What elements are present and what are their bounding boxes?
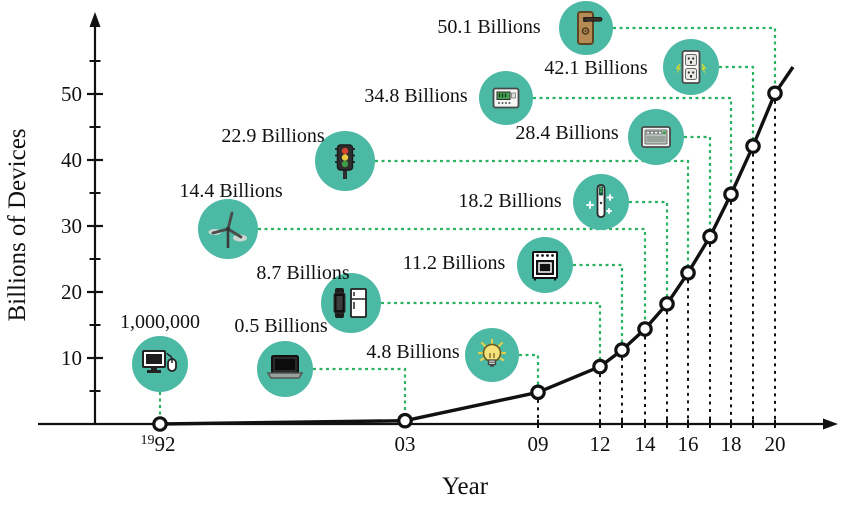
x-tick-label: 20 <box>765 432 786 456</box>
connector-line <box>375 159 690 273</box>
connector-line <box>719 65 755 147</box>
chart-generated-content: 10 20 30 40 50 1992 03 09 12 14 16 18 20 1,000,000 0.5… <box>38 1 838 456</box>
y-tick-label: 10 <box>61 346 82 370</box>
door-lock-icon <box>559 1 613 55</box>
annotation-label: 4.8 Billions <box>366 341 460 363</box>
connector-line <box>313 367 407 421</box>
y-tick-label: 20 <box>61 280 82 304</box>
data-point <box>592 358 608 375</box>
annotation-label: 18.2 Billions <box>458 190 562 212</box>
x-tick-label: 18 <box>721 432 742 456</box>
data-point <box>530 384 546 401</box>
data-point <box>767 85 783 102</box>
y-tick-label: 40 <box>61 148 82 172</box>
x-axis-title: Year <box>442 473 489 500</box>
annotation-label: 8.7 Billions <box>256 262 350 284</box>
annotation-label: 14.4 Billions <box>179 180 283 202</box>
x-ticks: 1992 03 09 12 14 16 18 20 <box>141 419 786 456</box>
radiator-heater-icon <box>628 109 684 165</box>
x-tick-label: 03 <box>395 432 416 456</box>
wind-turbine-icon <box>198 199 258 259</box>
y-ticks: 10 20 30 40 50 <box>61 60 103 392</box>
icon-badges <box>132 1 719 397</box>
y-axis-title: Billions of Devices <box>4 128 31 321</box>
annotation-label: 11.2 Billions <box>403 252 506 274</box>
y-tick-label: 30 <box>61 214 82 238</box>
x-tick-label: 12 <box>590 432 611 456</box>
data-point <box>723 186 739 203</box>
y-tick-label: 50 <box>61 82 82 106</box>
light-bulb-icon <box>465 328 519 382</box>
smartwatch-refrigerator-icon <box>321 273 381 333</box>
data-point-markers <box>152 85 783 432</box>
data-point <box>745 138 761 154</box>
x-tick-label: 16 <box>678 432 699 456</box>
oven-icon <box>517 237 573 293</box>
x-tick-label: 14 <box>635 432 657 456</box>
annotation-label: 50.1 Billions <box>437 16 541 38</box>
x-tick-label: 09 <box>528 432 549 456</box>
data-point <box>152 416 168 432</box>
connector-line <box>629 200 669 304</box>
power-outlet-icon <box>663 39 719 95</box>
traffic-light-icon <box>315 131 375 191</box>
annotation-label: 28.4 Billions <box>515 122 619 144</box>
smart-meter-icon <box>479 71 533 125</box>
connector-line <box>613 26 777 94</box>
y-axis-arrow <box>89 12 101 27</box>
annotation-label: 34.8 Billions <box>364 85 468 107</box>
data-point <box>637 321 653 337</box>
connector-line <box>381 301 602 367</box>
x-axis-arrow <box>823 418 838 430</box>
droplines <box>537 93 776 424</box>
annotation-label: 42.1 Billions <box>544 57 648 79</box>
data-point <box>614 342 630 358</box>
data-point <box>659 296 675 312</box>
x-tick-label: 1992 <box>141 432 176 456</box>
laptop-icon <box>257 341 313 397</box>
connector-line <box>684 135 712 237</box>
annotation-label: 0.5 Billions <box>234 315 328 337</box>
connector-line <box>573 263 624 351</box>
annotation-label: 22.9 Billions <box>221 125 325 147</box>
desktop-computer-icon <box>132 336 188 392</box>
electric-toothbrush-icon <box>573 174 629 230</box>
data-point <box>397 412 413 429</box>
data-point <box>702 228 718 245</box>
data-point <box>680 265 696 281</box>
annotation-label: 1,000,000 <box>120 311 200 333</box>
connector-line <box>533 96 733 195</box>
annotation-labels: 1,000,000 0.5 Billions 4.8 Billions 8.7 Bil… <box>120 16 648 363</box>
y-axis <box>89 12 101 424</box>
